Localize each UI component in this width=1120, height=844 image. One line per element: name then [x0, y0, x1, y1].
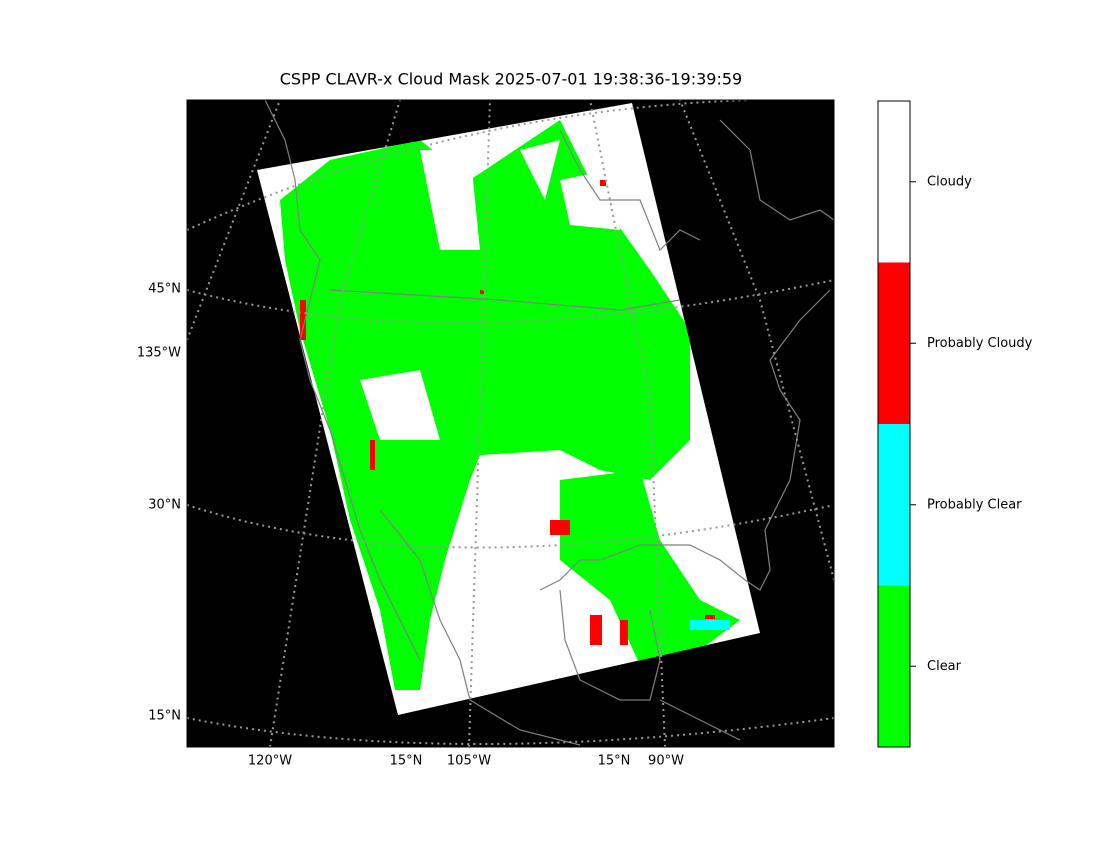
colorbar-segment [878, 424, 910, 586]
lat-lon-label: 15°N [148, 709, 181, 724]
lat-lon-label: 30°N [148, 498, 181, 513]
colorbar-label: Clear [927, 659, 962, 674]
lat-lon-label: 45°N [148, 282, 181, 297]
map [187, 100, 834, 747]
lat-lon-label: 90°W [648, 754, 684, 769]
colorbar-frame [877, 100, 911, 748]
colorbar-segment [878, 101, 910, 263]
lat-lon-label: 120°W [248, 754, 292, 769]
lat-lon-label: 105°W [447, 754, 491, 769]
colorbar-segment [878, 262, 910, 424]
colorbar: Cloudy Probably Cloudy Probably Clear Clear [878, 101, 1033, 747]
coastlines [264, 100, 834, 746]
colorbar-label: Cloudy [927, 174, 972, 189]
lat-lon-label: 15°N [598, 754, 631, 769]
colorbar-label: Probably Cloudy [927, 336, 1033, 351]
map-frame [186, 99, 835, 748]
lat-lon-label: 15°N [390, 754, 423, 769]
lat-lon-label: 135°W [137, 346, 181, 361]
cloud-mask [280, 120, 740, 690]
title: CSPP CLAVR-x Cloud Mask 2025-07-01 19:38… [280, 70, 742, 89]
graticule [187, 100, 834, 747]
colorbar-label: Probably Clear [927, 497, 1022, 512]
colorbar-segment [878, 585, 910, 747]
